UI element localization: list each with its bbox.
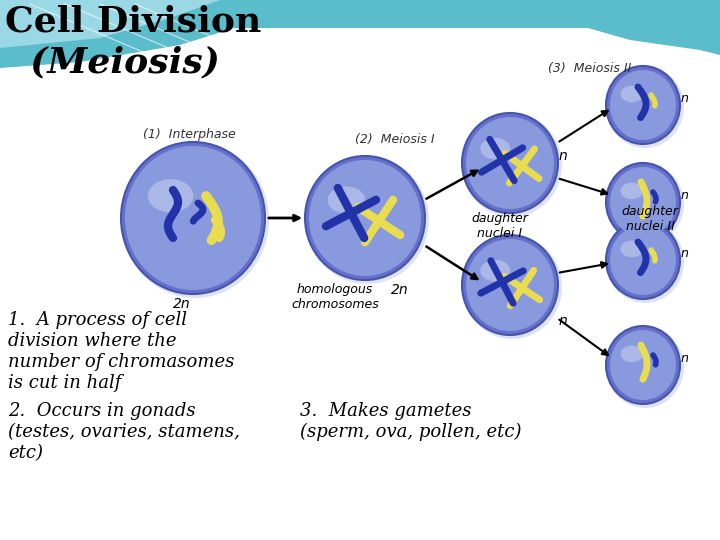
Ellipse shape (610, 167, 676, 237)
Ellipse shape (305, 156, 425, 280)
Ellipse shape (305, 156, 429, 284)
Ellipse shape (328, 186, 365, 213)
Text: (1)  Interphase: (1) Interphase (143, 128, 235, 141)
Ellipse shape (610, 225, 676, 295)
Ellipse shape (125, 146, 261, 290)
Ellipse shape (610, 330, 676, 400)
Bar (0, 0, 720, 28)
Ellipse shape (462, 113, 558, 213)
Text: (Meiosis): (Meiosis) (5, 45, 220, 79)
Ellipse shape (148, 179, 194, 212)
Ellipse shape (606, 163, 684, 245)
Text: (testes, ovaries, stamens,: (testes, ovaries, stamens, (8, 423, 240, 441)
Text: 1.  A process of cell: 1. A process of cell (8, 311, 187, 329)
Ellipse shape (606, 66, 684, 148)
Ellipse shape (606, 326, 680, 404)
Ellipse shape (621, 241, 643, 257)
Ellipse shape (462, 235, 562, 339)
Text: n: n (681, 189, 689, 202)
Ellipse shape (606, 66, 680, 144)
Ellipse shape (606, 221, 680, 299)
Text: 3.  Makes gametes: 3. Makes gametes (300, 402, 472, 420)
Ellipse shape (621, 346, 643, 362)
Ellipse shape (480, 260, 510, 281)
Text: n: n (559, 314, 568, 328)
Text: 2.  Occurs in gonads: 2. Occurs in gonads (8, 402, 196, 420)
Ellipse shape (466, 239, 554, 331)
Ellipse shape (121, 142, 265, 294)
Polygon shape (500, 0, 720, 55)
Polygon shape (0, 0, 320, 68)
Ellipse shape (462, 113, 562, 217)
Text: n: n (681, 92, 689, 105)
Text: number of chromasomes: number of chromasomes (8, 353, 235, 371)
Ellipse shape (606, 163, 680, 241)
Ellipse shape (610, 70, 676, 140)
Text: daughter
nuclei I: daughter nuclei I (472, 212, 528, 240)
Text: Cell Division: Cell Division (5, 5, 261, 39)
Text: (2)  Meiosis I: (2) Meiosis I (355, 133, 435, 146)
Ellipse shape (121, 142, 269, 298)
Text: homologous
chromosomes: homologous chromosomes (291, 283, 379, 311)
Text: division where the: division where the (8, 332, 176, 350)
Ellipse shape (466, 117, 554, 209)
Ellipse shape (621, 85, 643, 102)
Text: 2n: 2n (391, 283, 409, 297)
Ellipse shape (606, 221, 684, 303)
Text: 2n: 2n (173, 297, 191, 311)
Ellipse shape (606, 326, 684, 408)
Text: etc): etc) (8, 444, 43, 462)
Polygon shape (0, 0, 220, 48)
Text: (sperm, ova, pollen, etc): (sperm, ova, pollen, etc) (300, 423, 521, 441)
Text: n: n (681, 247, 689, 260)
Text: daughter
nuclei II: daughter nuclei II (621, 205, 678, 233)
Text: (3)  Meiosis II: (3) Meiosis II (548, 62, 631, 75)
Text: n: n (681, 352, 689, 365)
Text: n: n (559, 149, 568, 163)
Ellipse shape (480, 138, 510, 159)
Ellipse shape (309, 160, 421, 276)
Ellipse shape (462, 235, 558, 335)
Text: is cut in half: is cut in half (8, 374, 122, 392)
Ellipse shape (621, 183, 643, 199)
